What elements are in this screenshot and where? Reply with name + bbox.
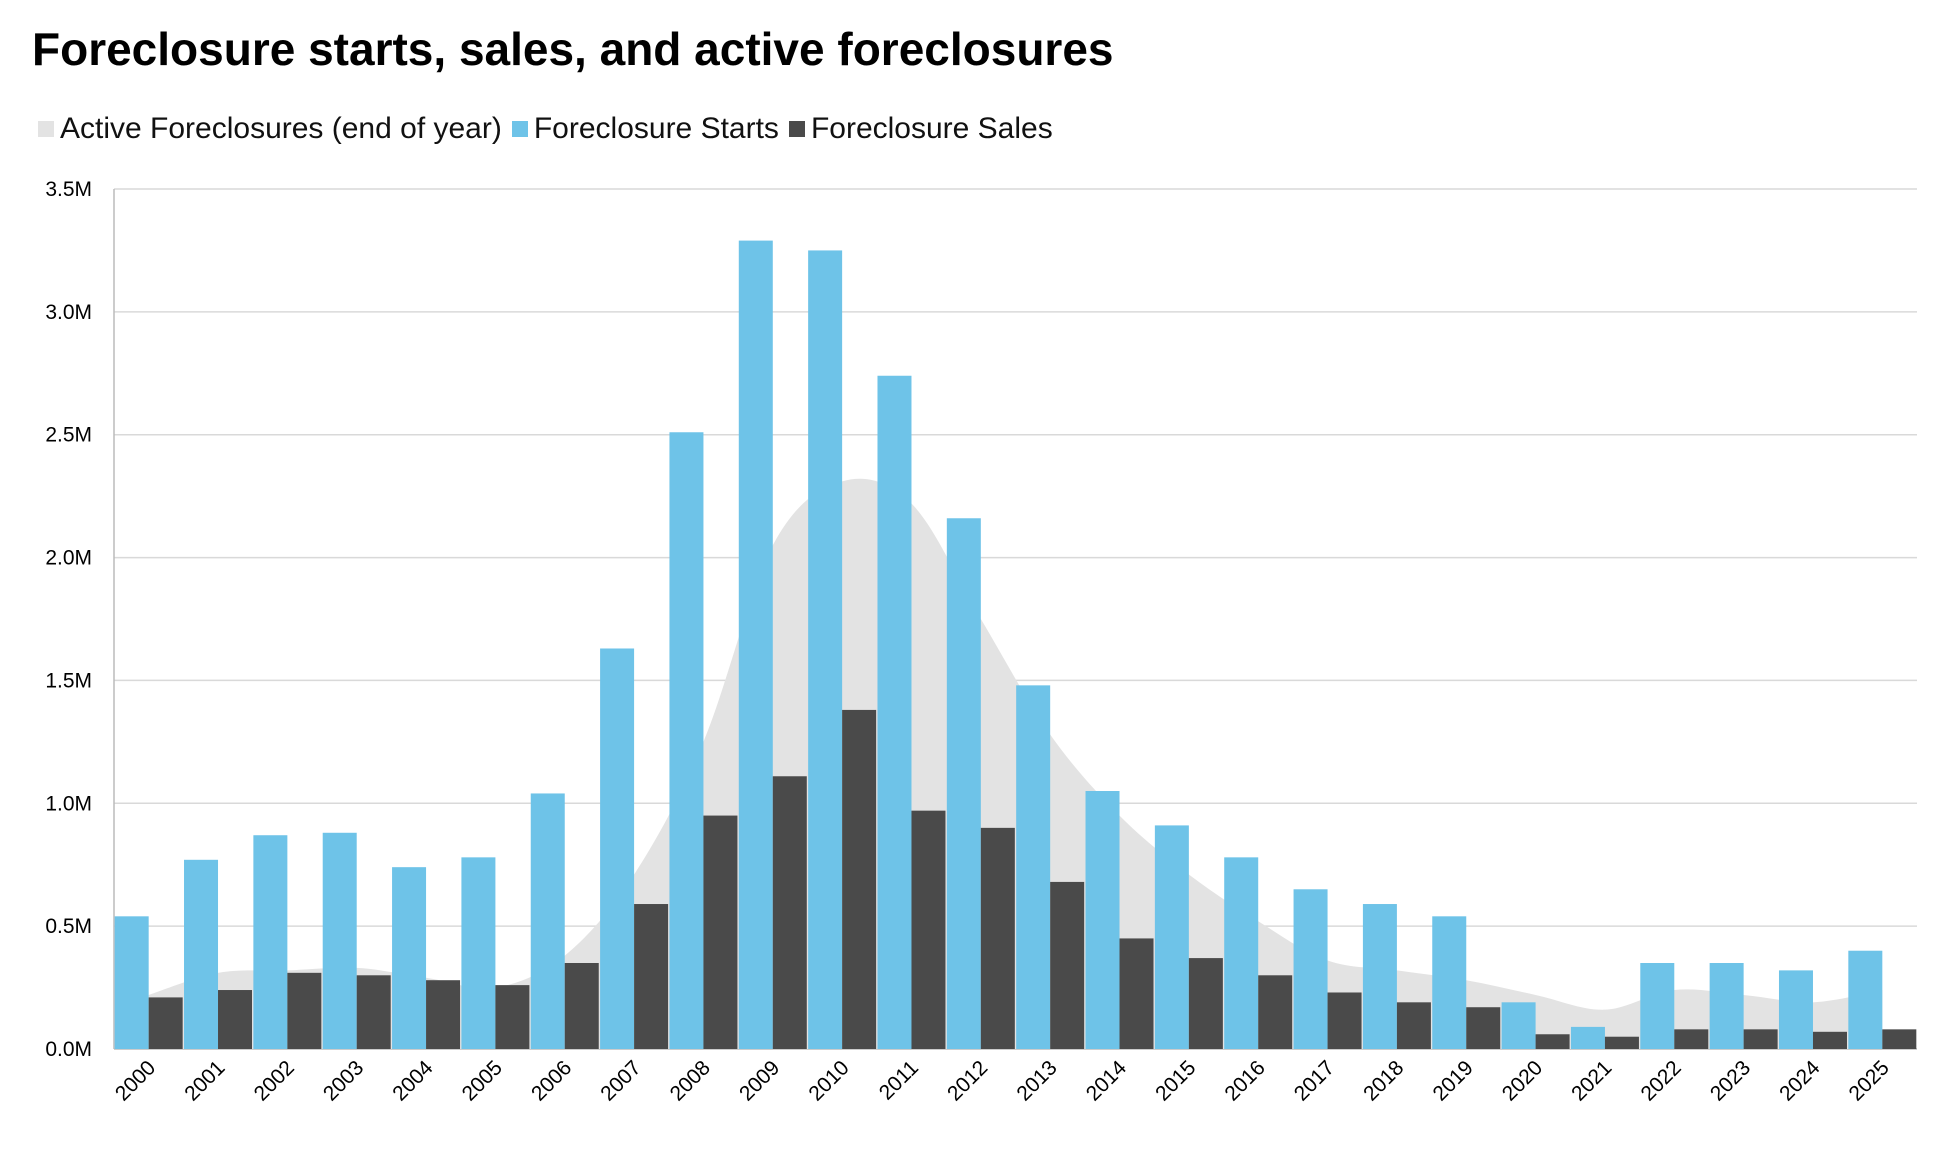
- bar-foreclosure-starts: [1848, 950, 1883, 1049]
- bar-foreclosure-starts: [1224, 857, 1259, 1049]
- y-tick-label: 0.0M: [45, 1038, 92, 1061]
- y-tick-label: 1.5M: [45, 669, 92, 692]
- bar-foreclosure-sales: [1812, 1031, 1847, 1049]
- bar-foreclosure-sales: [1327, 992, 1362, 1049]
- bar-foreclosure-starts: [322, 832, 357, 1049]
- y-tick-label: 1.0M: [45, 792, 92, 815]
- y-tick-label: 3.5M: [45, 178, 92, 201]
- x-tick-label: 2002: [250, 1056, 299, 1105]
- x-tick-label: 2003: [319, 1056, 368, 1105]
- legend-item-active: Active Foreclosures (end of year): [38, 112, 502, 146]
- bar-foreclosure-starts: [1085, 791, 1120, 1049]
- y-tick-label: 0.5M: [45, 915, 92, 938]
- legend-item-sales: Foreclosure Sales: [788, 112, 1053, 146]
- bar-foreclosure-starts: [461, 857, 496, 1049]
- bar-foreclosure-sales: [703, 815, 738, 1049]
- bar-foreclosure-sales: [1188, 958, 1223, 1049]
- x-tick-label: 2004: [388, 1056, 438, 1106]
- legend: Active Foreclosures (end of year) Forecl…: [38, 112, 1053, 146]
- bar-foreclosure-starts: [1432, 916, 1467, 1049]
- legend-swatch-sales: [788, 121, 805, 137]
- bar-foreclosure-sales: [1743, 1029, 1778, 1049]
- y-tick-label: 2.0M: [45, 547, 92, 570]
- bar-foreclosure-starts: [1362, 904, 1397, 1049]
- legend-label-active: Active Foreclosures (end of year): [60, 112, 502, 145]
- x-tick-label: 2023: [1706, 1056, 1755, 1105]
- y-tick-label: 3.0M: [45, 301, 92, 324]
- x-tick-label: 2009: [735, 1056, 784, 1105]
- bar-foreclosure-sales: [564, 963, 599, 1049]
- x-tick-label: 2010: [804, 1056, 853, 1105]
- bar-foreclosure-starts: [738, 240, 773, 1050]
- bar-foreclosure-starts: [392, 867, 427, 1049]
- bar-foreclosure-starts: [1709, 963, 1744, 1049]
- legend-swatch-starts: [511, 121, 528, 137]
- x-tick-label: 2001: [180, 1056, 229, 1105]
- bar-foreclosure-sales: [842, 709, 877, 1049]
- bar-foreclosure-sales: [1050, 881, 1085, 1049]
- legend-label-starts: Foreclosure Starts: [533, 112, 779, 145]
- chart-title: Foreclosure starts, sales, and active fo…: [32, 23, 1114, 75]
- x-tick-label: 2014: [1082, 1056, 1132, 1106]
- bar-foreclosure-sales: [980, 827, 1015, 1049]
- x-tick-label: 2015: [1151, 1056, 1200, 1105]
- x-tick-label: 2025: [1845, 1056, 1894, 1105]
- x-tick-label: 2013: [1012, 1056, 1061, 1105]
- bar-foreclosure-starts: [669, 432, 704, 1049]
- bar-foreclosure-sales: [1604, 1036, 1639, 1049]
- legend-swatch-active: [38, 121, 54, 137]
- x-tick-label: 2005: [458, 1056, 507, 1105]
- bar-foreclosure-sales: [287, 972, 322, 1049]
- x-tick-label: 2019: [1428, 1056, 1477, 1105]
- bar-foreclosure-starts: [1154, 825, 1189, 1049]
- bar-foreclosure-starts: [946, 518, 981, 1049]
- bar-foreclosure-sales: [218, 990, 253, 1049]
- legend-item-starts: Foreclosure Starts: [511, 112, 779, 146]
- bar-foreclosure-starts: [114, 916, 149, 1049]
- bar-foreclosure-starts: [1570, 1026, 1605, 1049]
- x-tick-label: 2008: [666, 1056, 715, 1105]
- bar-foreclosure-starts: [1640, 963, 1675, 1049]
- bar-foreclosure-starts: [253, 835, 288, 1049]
- bar-foreclosure-sales: [911, 810, 946, 1049]
- legend-label-sales: Foreclosure Sales: [810, 112, 1053, 145]
- bar-foreclosure-starts: [1293, 889, 1328, 1049]
- x-tick-label: 2018: [1359, 1056, 1408, 1105]
- bar-foreclosure-starts: [184, 859, 219, 1049]
- x-tick-label: 2011: [875, 1056, 923, 1104]
- bar-foreclosure-sales: [495, 985, 530, 1049]
- bar-foreclosure-starts: [808, 250, 843, 1049]
- bar-foreclosure-sales: [1396, 1002, 1431, 1049]
- x-tick-label: 2000: [111, 1056, 160, 1105]
- x-tick-label: 2024: [1775, 1056, 1825, 1106]
- bar-foreclosure-sales: [1535, 1034, 1570, 1049]
- x-tick-label: 2022: [1637, 1056, 1686, 1105]
- bar-foreclosure-sales: [1674, 1029, 1709, 1049]
- bar-foreclosure-sales: [1119, 938, 1154, 1049]
- bar-foreclosure-sales: [772, 776, 807, 1049]
- x-tick-label: 2017: [1290, 1056, 1339, 1105]
- y-tick-label: 2.5M: [45, 424, 92, 447]
- bar-foreclosure-starts: [877, 375, 912, 1049]
- bar-foreclosure-sales: [356, 975, 391, 1049]
- bar-foreclosure-sales: [1466, 1007, 1501, 1049]
- bar-foreclosure-sales: [148, 997, 183, 1049]
- x-tick-label: 2020: [1498, 1056, 1547, 1105]
- x-tick-label: 2016: [1220, 1056, 1269, 1105]
- bar-foreclosure-starts: [1778, 970, 1813, 1049]
- x-tick-label: 2021: [1567, 1056, 1616, 1105]
- bar-foreclosure-starts: [1501, 1002, 1536, 1049]
- bar-foreclosure-sales: [1882, 1029, 1917, 1049]
- bar-foreclosure-sales: [426, 980, 461, 1049]
- bar-foreclosure-sales: [1258, 975, 1293, 1049]
- x-tick-label: 2012: [943, 1056, 992, 1105]
- x-tick-label: 2006: [527, 1056, 576, 1105]
- bar-foreclosure-starts: [600, 648, 635, 1049]
- bar-foreclosure-starts: [1016, 685, 1051, 1049]
- x-tick-label: 2007: [596, 1056, 645, 1105]
- area-active-foreclosures: [148, 478, 1883, 1049]
- bar-foreclosure-sales: [634, 904, 669, 1049]
- bar-foreclosure-starts: [530, 793, 565, 1049]
